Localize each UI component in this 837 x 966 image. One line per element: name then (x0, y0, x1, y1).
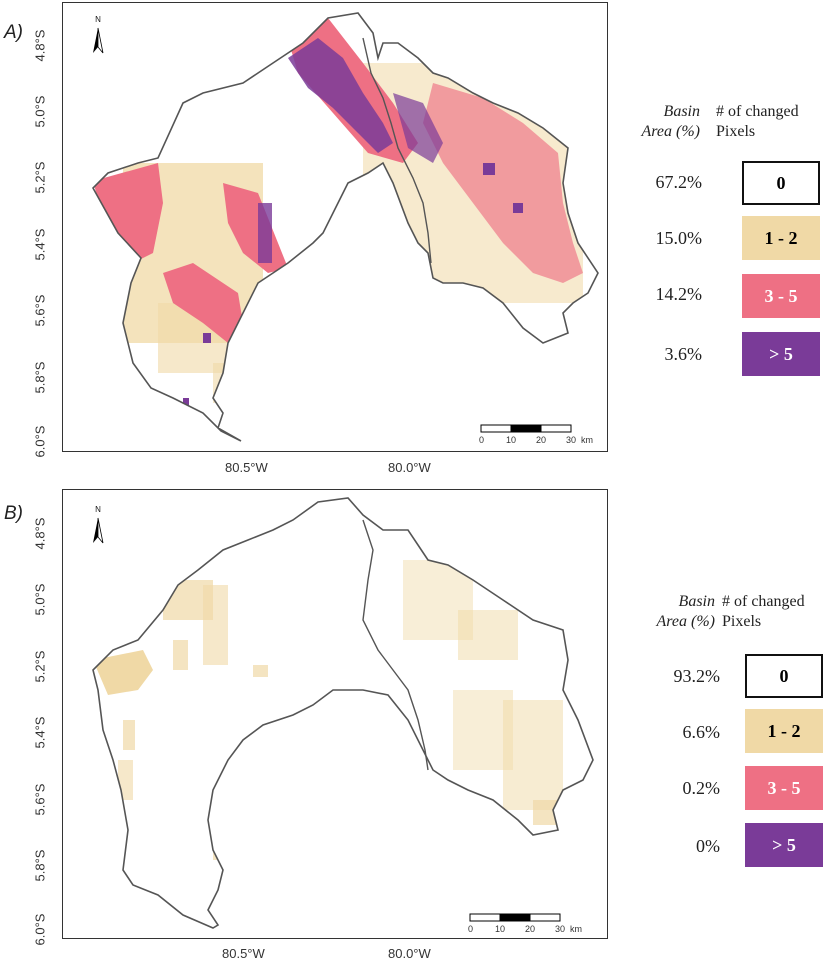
panel-a-letter: A) (4, 22, 23, 43)
north-label-a: N (95, 15, 101, 24)
lat-tick: 5.8°S (32, 361, 48, 394)
legend-b-area-header: Basin Area (%) (656, 593, 716, 630)
lat-tick: 4.8°S (32, 29, 48, 62)
legend-b-pct-2: 0.2% (682, 778, 721, 798)
lat-tick: 5.2°S (32, 161, 48, 194)
legend-b-class-3-5: 3 - 5 (745, 766, 823, 810)
lat-tick: 5.0°S (32, 583, 48, 616)
scale-bar-b (469, 913, 561, 922)
lat-tick: 6.0°S (32, 913, 48, 946)
subbasin-divider-a (362, 37, 432, 264)
changed-pixels-a (93, 18, 583, 406)
scale-unit: km (581, 435, 593, 445)
legend-b-pixels-header: # of changed Pixels (722, 593, 805, 630)
legend-a-class-0: 0 (742, 161, 820, 205)
map-panel-b: N 0 10 20 30 km (62, 489, 608, 939)
legend-a-pct-2: 14.2% (655, 284, 703, 304)
legend-a-class-gt5: > 5 (742, 332, 820, 376)
lat-tick: 5.6°S (32, 783, 48, 816)
lat-tick: 5.6°S (32, 294, 48, 327)
legend-a-pct-0: 67.2% (655, 172, 703, 192)
scale-labels-a: 0 10 20 30 km (63, 435, 607, 449)
scale-labels-b: 0 10 20 30 km (63, 924, 607, 938)
lat-tick: 5.0°S (32, 95, 48, 128)
scale-tick: 10 (495, 924, 506, 934)
lat-tick: 4.8°S (32, 517, 48, 550)
legend-a-class-3-5: 3 - 5 (742, 274, 820, 318)
legend-a-pixels-header: # of changed Pixels (716, 103, 799, 140)
scale-unit: km (570, 924, 582, 934)
lon-tick: 80.5°W (225, 460, 268, 475)
lat-tick: 5.4°S (32, 228, 48, 261)
legend-a-area-header: Basin Area (%) (641, 103, 701, 140)
legend-b-class-gt5: > 5 (745, 823, 823, 867)
scale-tick: 30 (566, 435, 577, 445)
legend-b-class-1-2: 1 - 2 (745, 709, 823, 753)
legend-b-class-0: 0 (745, 654, 823, 698)
lat-tick: 5.8°S (32, 849, 48, 882)
lat-tick: 6.0°S (32, 425, 48, 458)
scale-tick: 0 (479, 435, 485, 445)
legend-b-pct-0: 93.2% (673, 666, 721, 686)
scale-tick: 20 (525, 924, 536, 934)
lat-tick: 5.2°S (32, 650, 48, 683)
legend-a-class-1-2: 1 - 2 (742, 216, 820, 260)
scale-bar-a (480, 424, 572, 433)
map-panel-b-svg (92, 497, 594, 929)
lon-tick: 80.5°W (222, 946, 265, 961)
map-panel-a: N 0 10 20 30 km (62, 2, 608, 452)
legend-b-pct-3: 0% (696, 836, 720, 856)
panel-b-letter: B) (4, 503, 23, 524)
north-label-b: N (95, 505, 101, 514)
map-panel-a-svg (92, 12, 599, 442)
changed-pixels-b (93, 560, 563, 860)
scale-tick: 30 (555, 924, 566, 934)
lat-tick: 5.4°S (32, 716, 48, 749)
lon-tick: 80.0°W (388, 946, 431, 961)
north-arrow-a-icon (93, 27, 104, 54)
legend-b-pct-1: 6.6% (682, 722, 721, 742)
subbasin-divider-b (362, 519, 429, 771)
legend-a-pct-3: 3.6% (664, 344, 703, 364)
lon-tick: 80.0°W (388, 460, 431, 475)
north-arrow-b-icon (93, 517, 104, 544)
scale-tick: 0 (468, 924, 474, 934)
legend-a-pct-1: 15.0% (655, 228, 703, 248)
scale-tick: 20 (536, 435, 547, 445)
scale-tick: 10 (506, 435, 517, 445)
